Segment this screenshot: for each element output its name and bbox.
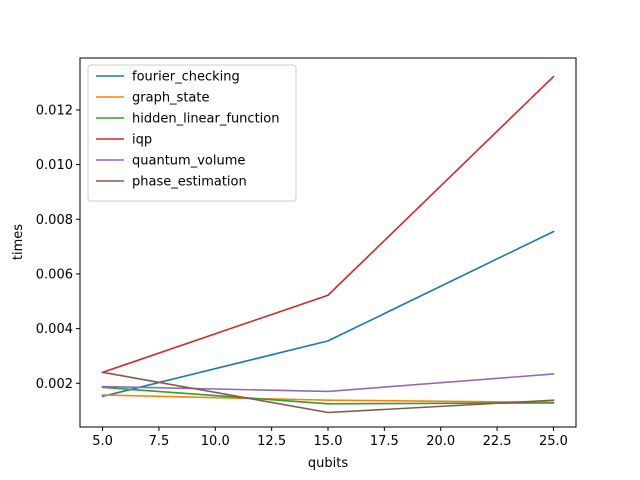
series-line-graph-state [101,394,555,404]
legend-label-quantum-volume: quantum_volume [132,154,245,169]
y-tick-label: 0.008 [36,213,73,228]
y-axis-label: times [11,224,26,260]
series-line-fourier-checking [101,230,555,398]
x-tick-label: 12.5 [257,434,286,449]
legend-label-fourier-checking: fourier_checking [132,70,240,85]
y-tick-label: 0.004 [36,322,73,337]
x-axis-label: qubits [308,456,348,471]
x-tick-label: 20.0 [426,434,455,449]
legend: fourier_checking graph_state hidden_linear… [87,64,297,202]
x-tick-label: 7.5 [149,434,170,449]
series-line-hidden-linear-function [101,386,555,405]
y-tick-label: 0.006 [36,267,73,282]
x-tick-label: 17.5 [370,434,399,449]
legend-label-iqp: iqp [132,133,152,148]
y-tick-label: 0.010 [36,158,73,173]
x-ticks: 5.0 7.5 10.0 12.5 15.0 17.5 20.0 22.5 25.0 [92,427,568,449]
series-line-iqp [101,75,555,374]
legend-label-phase-estimation: phase_estimation [132,175,247,190]
y-tick-label: 0.002 [36,377,73,392]
y-tick-label: 0.012 [36,103,73,118]
plot-lines [101,75,555,414]
legend-label-hidden-linear-function: hidden_linear_function [132,112,279,127]
x-tick-label: 5.0 [92,434,113,449]
legend-label-graph-state: graph_state [132,91,210,106]
series-line-quantum-volume [101,373,555,393]
x-tick-label: 25.0 [539,434,568,449]
x-tick-label: 15.0 [314,434,343,449]
x-tick-label: 10.0 [201,434,230,449]
x-tick-label: 22.5 [483,434,512,449]
series-line-phase-estimation [101,371,555,414]
y-ticks: 0.002 0.004 0.006 0.008 0.010 0.012 [36,103,80,392]
legend-box [87,64,297,202]
